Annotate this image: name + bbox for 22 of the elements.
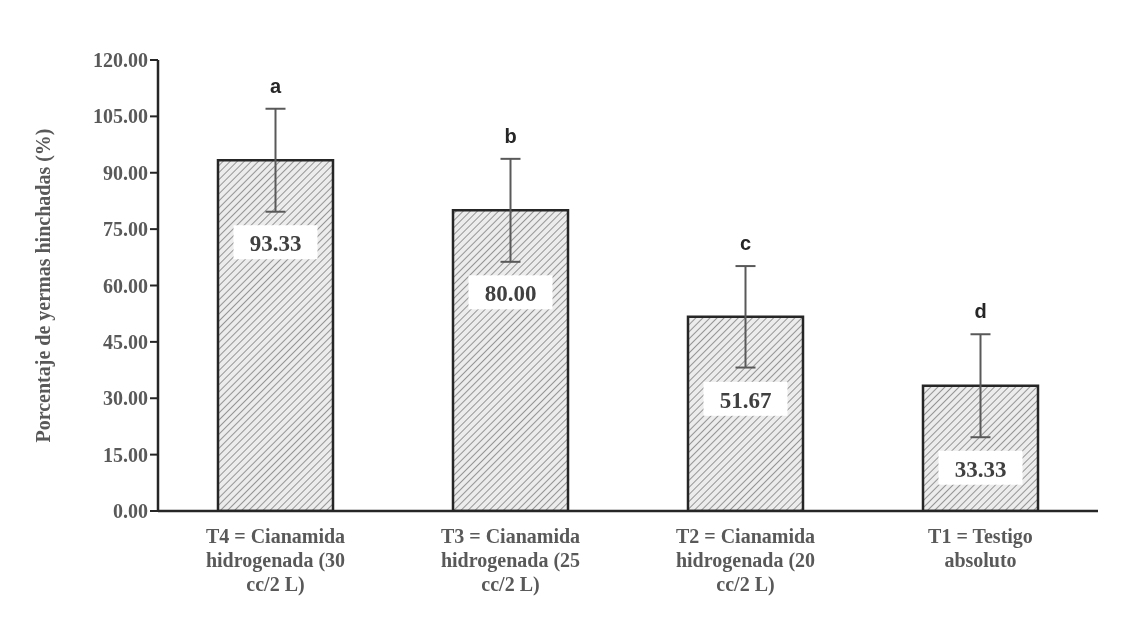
x-tick-label: T3 = Cianamida hidrogenada (25 cc/2 L) <box>440 525 581 596</box>
y-tick-label: 90.00 <box>103 161 148 184</box>
data-label: 51.67 <box>719 387 772 413</box>
data-label: 33.33 <box>954 456 1007 482</box>
y-tick-label: 0.00 <box>113 500 148 523</box>
x-tick-label: T1 = Testigo absoluto <box>928 525 1033 571</box>
x-tick-label: T4 = Cianamida hidrogenada (30 cc/2 L) <box>205 525 346 596</box>
y-tick-label: 120.00 <box>93 49 148 72</box>
y-tick-label: 75.00 <box>103 218 148 241</box>
y-tick-label: 15.00 <box>103 443 148 466</box>
y-axis-title: Porcentaje de yermas hinchadas (%) <box>32 128 56 443</box>
y-tick-label: 105.00 <box>93 105 148 128</box>
annotation: b <box>504 124 517 147</box>
y-tick-label: 60.00 <box>103 274 148 297</box>
annotation: d <box>974 300 987 323</box>
y-tick-label: 45.00 <box>103 330 148 353</box>
x-tick-label: T2 = Cianamida hidrogenada (20 cc/2 L) <box>675 525 816 596</box>
data-label: 80.00 <box>484 281 537 307</box>
y-tick-label: 30.00 <box>103 387 148 410</box>
annotation: a <box>269 74 282 97</box>
data-label: 93.33 <box>249 231 302 257</box>
annotation: c <box>739 232 752 255</box>
